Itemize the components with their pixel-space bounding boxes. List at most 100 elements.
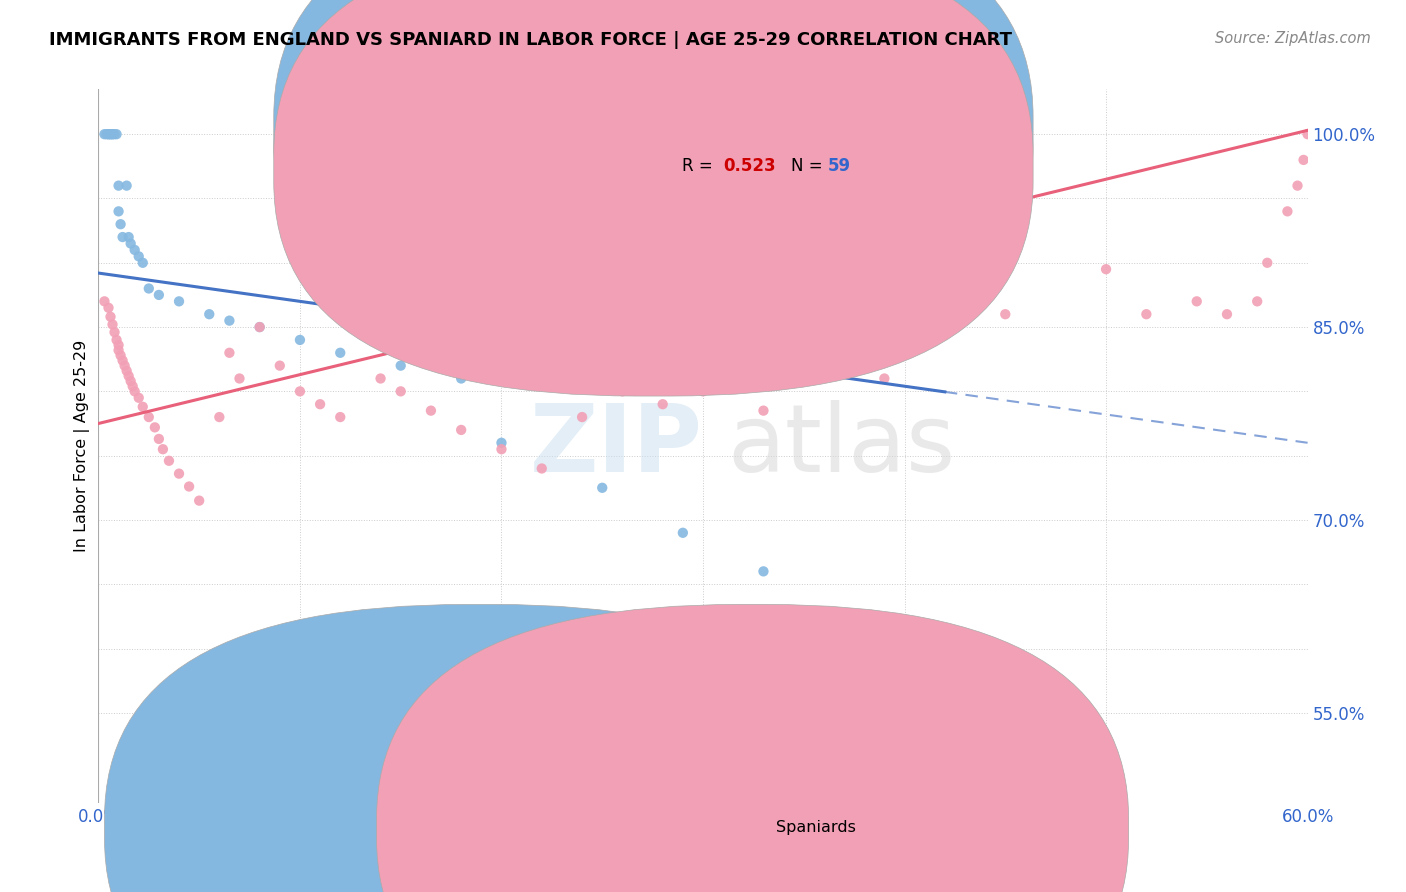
Point — [107, 178, 129, 193]
Point — [329, 410, 352, 425]
Point — [93, 294, 115, 309]
Point — [115, 364, 138, 378]
Point — [97, 301, 120, 315]
Text: Immigrants from England: Immigrants from England — [503, 821, 709, 835]
FancyBboxPatch shape — [274, 0, 1033, 396]
Point — [389, 359, 412, 373]
Point — [107, 343, 129, 358]
Point — [101, 318, 124, 332]
Text: N =: N = — [792, 120, 828, 137]
Point — [591, 481, 613, 495]
Point — [148, 432, 170, 446]
Text: atlas: atlas — [727, 400, 956, 492]
FancyBboxPatch shape — [377, 605, 1129, 892]
Point — [132, 400, 155, 414]
Point — [143, 420, 166, 434]
Point — [93, 127, 115, 141]
FancyBboxPatch shape — [613, 103, 897, 200]
Point — [97, 127, 120, 141]
Text: 36: 36 — [828, 120, 851, 137]
Point — [124, 243, 146, 257]
FancyBboxPatch shape — [274, 0, 1033, 359]
Point — [873, 371, 896, 385]
Point — [1292, 153, 1315, 167]
Point — [111, 230, 134, 244]
Point — [138, 410, 160, 425]
FancyBboxPatch shape — [104, 605, 856, 892]
Point — [120, 374, 142, 388]
Point — [491, 435, 513, 450]
Text: N =: N = — [792, 157, 828, 175]
Point — [124, 384, 146, 399]
Point — [218, 345, 240, 359]
Point — [107, 204, 129, 219]
Point — [101, 127, 124, 141]
Point — [103, 127, 125, 141]
Point — [100, 127, 122, 141]
Point — [120, 236, 142, 251]
Point — [138, 281, 160, 295]
Text: Spaniards: Spaniards — [776, 821, 855, 835]
Point — [370, 371, 392, 385]
Point — [530, 461, 553, 475]
Point — [208, 410, 231, 425]
Point — [389, 384, 412, 399]
Point — [672, 525, 695, 540]
Point — [121, 379, 143, 393]
Point — [167, 294, 190, 309]
Point — [167, 467, 190, 481]
Point — [612, 384, 634, 399]
Point — [179, 479, 201, 493]
Point — [853, 712, 876, 726]
Y-axis label: In Labor Force | Age 25-29: In Labor Force | Age 25-29 — [75, 340, 90, 552]
Point — [97, 127, 120, 141]
Point — [110, 348, 132, 362]
Point — [228, 371, 250, 385]
Point — [692, 384, 714, 399]
Point — [132, 256, 155, 270]
Point — [152, 442, 174, 457]
Point — [118, 368, 141, 383]
Text: -0.058: -0.058 — [724, 120, 783, 137]
Point — [114, 359, 136, 373]
Point — [249, 320, 271, 334]
Point — [1185, 294, 1208, 309]
Point — [1286, 178, 1309, 193]
Text: IMMIGRANTS FROM ENGLAND VS SPANIARD IN LABOR FORCE | AGE 25-29 CORRELATION CHART: IMMIGRANTS FROM ENGLAND VS SPANIARD IN L… — [49, 31, 1012, 49]
Point — [198, 307, 221, 321]
Point — [288, 384, 311, 399]
Point — [994, 307, 1017, 321]
Point — [1095, 262, 1118, 277]
Point — [110, 217, 132, 231]
Point — [115, 178, 138, 193]
Text: 0.523: 0.523 — [724, 157, 776, 175]
Point — [249, 320, 271, 334]
Point — [491, 442, 513, 457]
Point — [1277, 204, 1299, 219]
Point — [1296, 127, 1319, 141]
Point — [1216, 307, 1239, 321]
Text: R =: R = — [682, 120, 718, 137]
Point — [148, 288, 170, 302]
Point — [288, 333, 311, 347]
Point — [329, 345, 352, 359]
Point — [793, 712, 815, 726]
Point — [96, 127, 118, 141]
Text: ZIP: ZIP — [530, 400, 703, 492]
Point — [1135, 307, 1157, 321]
Text: 59: 59 — [828, 157, 851, 175]
Point — [128, 391, 150, 405]
Point — [128, 249, 150, 263]
Point — [105, 333, 128, 347]
Point — [1246, 294, 1268, 309]
Point — [752, 565, 775, 579]
Point — [157, 454, 180, 468]
Point — [269, 359, 291, 373]
Point — [111, 353, 134, 368]
Point — [450, 423, 472, 437]
Point — [100, 310, 122, 324]
Point — [309, 397, 332, 411]
Point — [118, 230, 141, 244]
Point — [103, 325, 125, 339]
Point — [651, 397, 673, 411]
